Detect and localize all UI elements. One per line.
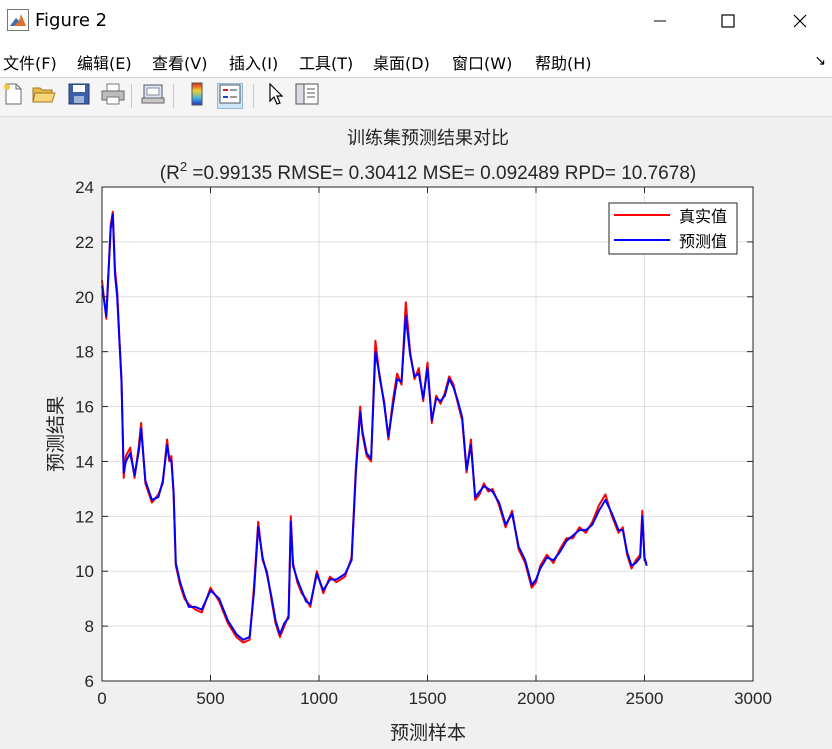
legend-button[interactable] <box>217 83 243 109</box>
menu-bar: 文件(F) 编辑(E) 查看(V) 插入(I) 工具(T) 桌面(D) 窗口(W… <box>0 44 832 78</box>
x-tick-label: 2000 <box>517 689 555 708</box>
colorbar-icon <box>189 82 205 110</box>
legend-label-pred: 预测值 <box>679 232 727 251</box>
print-icon <box>101 83 125 109</box>
y-tick-label: 12 <box>75 507 94 526</box>
axis-ticks: 0 500 1000 1500 2000 2500 3000 6 8 10 12 14 16 18 20 22… <box>75 178 772 708</box>
menu-view[interactable]: 查看(V) <box>152 54 208 73</box>
x-tick-label: 2500 <box>626 689 664 708</box>
dock-arrow-icon[interactable]: ↘ <box>814 53 826 69</box>
menu-desktop[interactable]: 桌面(D) <box>373 54 430 73</box>
toolbar <box>0 78 832 117</box>
minimize-button[interactable] <box>630 0 690 44</box>
minimize-icon <box>653 13 667 32</box>
legend[interactable]: 真实值 预测值 <box>608 202 738 255</box>
y-tick-label: 10 <box>75 562 94 581</box>
subtitle-superscript: 2 <box>180 159 187 174</box>
close-icon <box>793 13 807 32</box>
series-pred-line <box>101 213 648 641</box>
subtitle-metrics: =0.99135 RMSE= 0.30412 MSE= 0.092489 RPD… <box>187 163 696 184</box>
y-tick-label: 14 <box>75 452 94 471</box>
link-plot-icon <box>141 83 165 109</box>
subtitle-prefix: (R <box>160 163 180 184</box>
y-axis-label: 预测结果 <box>45 396 67 472</box>
menu-window[interactable]: 窗口(W) <box>452 54 513 73</box>
y-tick-label: 18 <box>75 343 94 362</box>
series-group <box>101 210 648 644</box>
open-file-button[interactable] <box>31 83 57 109</box>
x-tick-label: 500 <box>196 689 224 708</box>
matlab-icon <box>7 9 29 31</box>
x-tick-label: 1000 <box>300 689 338 708</box>
print-button[interactable] <box>100 83 126 109</box>
chart-subtitle: (R2 =0.99135 RMSE= 0.30412 MSE= 0.092489… <box>160 159 696 184</box>
save-button[interactable] <box>66 83 92 109</box>
property-inspector-icon <box>295 83 319 109</box>
property-inspector-button[interactable] <box>294 83 320 109</box>
legend-icon <box>219 84 241 108</box>
x-tick-label: 1500 <box>409 689 447 708</box>
y-tick-label: 6 <box>85 672 94 691</box>
legend-label-true: 真实值 <box>679 207 727 226</box>
y-tick-label: 24 <box>75 178 94 197</box>
close-button[interactable] <box>770 0 830 44</box>
menu-help[interactable]: 帮助(H) <box>535 54 592 73</box>
title-bar: Figure 2 <box>0 0 832 44</box>
toolbar-separator <box>131 84 132 108</box>
y-tick-label: 20 <box>75 288 94 307</box>
menu-insert[interactable]: 插入(I) <box>229 54 279 73</box>
line-chart: 0 500 1000 1500 2000 2500 30006810121416182022… <box>45 128 772 744</box>
legend-box <box>608 202 738 255</box>
menu-tools[interactable]: 工具(T) <box>299 54 354 73</box>
menu-file[interactable]: 文件(F) <box>3 54 57 73</box>
colorbar-button[interactable] <box>184 82 210 110</box>
menu-edit[interactable]: 编辑(E) <box>77 54 132 73</box>
x-tick-label: 3000 <box>734 689 772 708</box>
toolbar-separator <box>173 84 174 108</box>
maximize-icon <box>721 13 735 32</box>
new-figure-button[interactable] <box>0 83 26 109</box>
x-tick-label: 0 <box>97 689 106 708</box>
x-axis-label: 预测样本 <box>390 722 466 744</box>
open-file-icon <box>32 84 56 108</box>
y-tick-label: 16 <box>75 398 94 417</box>
pointer-button[interactable] <box>263 82 289 109</box>
y-tick-label: 22 <box>75 233 94 252</box>
maximize-button[interactable] <box>698 0 758 44</box>
pointer-icon <box>268 82 284 109</box>
chart-title: 训练集预测结果对比 <box>347 128 509 149</box>
link-plot-button[interactable] <box>140 83 166 109</box>
save-icon <box>68 83 90 109</box>
y-tick-label: 8 <box>85 617 94 636</box>
new-figure-icon <box>3 83 23 109</box>
toolbar-separator <box>253 84 254 108</box>
window-title: Figure 2 <box>35 10 108 31</box>
